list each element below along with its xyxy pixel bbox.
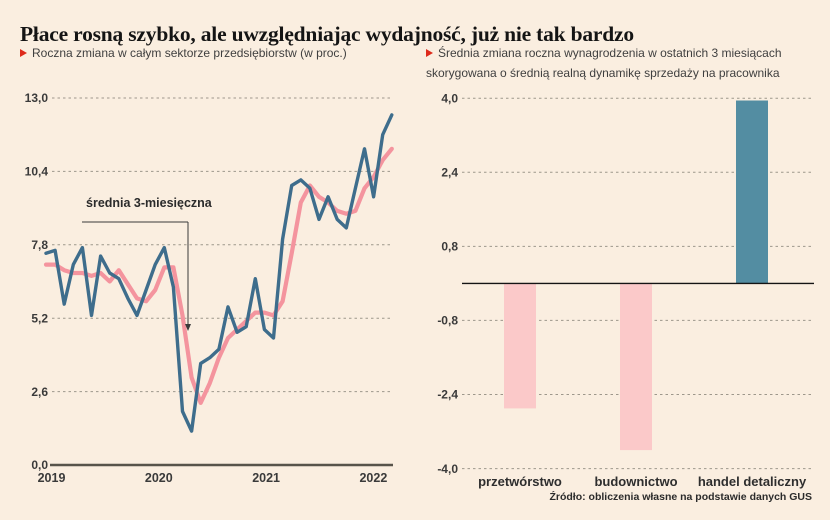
bar-category-label: przetwórstwo [478, 474, 562, 489]
annotation-pointer [82, 221, 191, 331]
right-chart-note-line1: Średnia zmiana roczna wynagrodzenia w os… [438, 46, 782, 60]
y-tick-label: 2,6 [31, 385, 48, 399]
bar-handel detaliczny [736, 100, 768, 284]
y-tick-label: -2,4 [437, 388, 458, 402]
bar-przetwórstwo [504, 283, 536, 409]
x-tick-label: 2020 [145, 471, 173, 485]
y-tick-label: -0,8 [437, 314, 458, 328]
triangle-bullet-icon [20, 49, 27, 57]
left-chart-note-text: Roczna zmiana w całym sektorze przedsięb… [32, 46, 347, 60]
x-tick-label: 2019 [38, 471, 66, 485]
bar-budownictwo [620, 283, 652, 451]
y-tick-label: -4,0 [437, 462, 458, 476]
page-title: Płace rosną szybko, ale uwzględniając wy… [20, 22, 634, 47]
wage-monthly-line [44, 113, 394, 433]
y-tick-label: 5,2 [31, 311, 48, 325]
left-chart-note: Roczna zmiana w całym sektorze przedsięb… [20, 44, 416, 64]
right-chart-note-line2: skorygowana o średnią realną dynamikę sp… [426, 65, 780, 80]
y-tick-label: 4,0 [441, 91, 458, 105]
bar-category-label: handel detaliczny [698, 474, 807, 489]
triangle-bullet-icon [426, 49, 433, 57]
bar-chart: 4,0 2,4 0,8 -0,8 -2,4 -4,0 przetwórstwo budowni… [437, 91, 814, 489]
x-tick-label: 2022 [359, 471, 387, 485]
bar-category-label: budownictwo [594, 474, 677, 489]
y-tick-label: 10,4 [25, 165, 49, 179]
y-tick-label: 0,8 [441, 240, 458, 254]
y-tick-label: 7,8 [31, 238, 48, 252]
x-tick-label: 2021 [252, 471, 280, 485]
source-credit: Źródło: obliczenia własne na podstawie d… [549, 491, 812, 503]
y-tick-label: 2,4 [441, 166, 458, 180]
y-tick-label: 13,0 [25, 91, 49, 105]
y-tick-label: 0,0 [31, 458, 48, 472]
annotation-arrowhead-icon [185, 324, 191, 331]
right-chart-note: Średnia zmiana roczna wynagrodzenia w os… [426, 44, 822, 83]
annotation-label: średnia 3-miesięczna [86, 196, 212, 210]
